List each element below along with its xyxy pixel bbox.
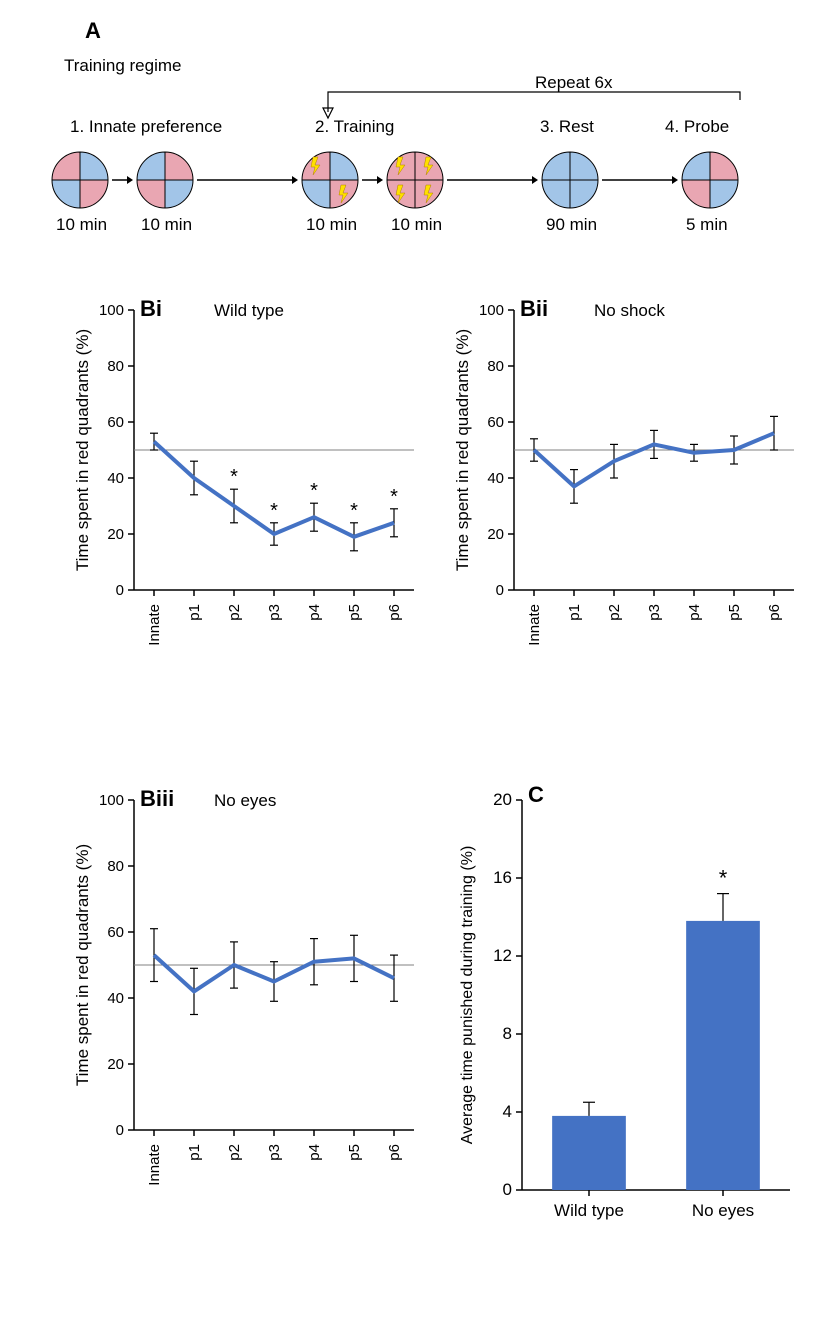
svg-text:10 min: 10 min [56,215,107,234]
svg-text:5 min: 5 min [686,215,728,234]
svg-text:10 min: 10 min [141,215,192,234]
svg-text:8: 8 [503,1024,512,1043]
svg-text:p5: p5 [346,604,363,621]
svg-text:4. Probe: 4. Probe [665,117,729,136]
svg-text:p4: p4 [306,1144,323,1161]
svg-text:Wild type: Wild type [554,1201,624,1220]
svg-text:0: 0 [116,582,124,599]
svg-text:C: C [528,782,544,807]
svg-text:Time spent in red quadrants (%: Time spent in red quadrants (%) [73,329,92,571]
svg-text:p3: p3 [266,604,283,621]
chart-bii: Bii No shock 0 20 40 60 80 100 Time spent in red… [444,280,804,710]
svg-text:16: 16 [493,868,512,887]
svg-text:Time spent in red quadrants (%: Time spent in red quadrants (%) [453,329,472,571]
svg-text:20: 20 [487,526,504,543]
svg-text:80: 80 [107,858,124,875]
svg-text:No shock: No shock [594,301,665,320]
svg-text:p1: p1 [186,604,203,621]
svg-text:Innate: Innate [146,1144,163,1186]
svg-text:Repeat 6x: Repeat 6x [535,73,613,92]
svg-text:p4: p4 [306,604,323,621]
svg-text:p1: p1 [566,604,583,621]
svg-text:40: 40 [487,470,504,487]
svg-text:No eyes: No eyes [214,791,276,810]
svg-text:Innate: Innate [526,604,543,646]
svg-text:p4: p4 [686,604,703,621]
svg-text:*: * [230,466,238,488]
svg-text:3. Rest: 3. Rest [540,117,594,136]
svg-text:40: 40 [107,470,124,487]
svg-text:60: 60 [107,414,124,431]
svg-text:40: 40 [107,990,124,1007]
svg-text:p2: p2 [226,604,243,621]
svg-text:*: * [390,486,398,508]
svg-text:100: 100 [99,792,124,809]
svg-text:No eyes: No eyes [692,1201,754,1220]
chart-biii: Biii No eyes 0 20 40 60 80 100 Time spent in red… [64,770,424,1250]
svg-text:Innate: Innate [146,604,163,646]
svg-text:p2: p2 [226,1144,243,1161]
chart-bi: Bi Wild type 0 20 40 60 80 100 Time spent in red… [64,280,424,710]
svg-text:p2: p2 [606,604,623,621]
svg-text:0: 0 [503,1180,512,1199]
figure-root: { "panelA": { "label": "A", "title": "Tr… [0,0,825,1338]
svg-text:p6: p6 [766,604,783,621]
svg-text:Wild type: Wild type [214,301,284,320]
panel-a-label: A [85,18,101,44]
svg-text:100: 100 [99,302,124,319]
svg-text:Average time punished during t: Average time punished during training (%… [459,846,476,1145]
svg-text:Bi: Bi [140,296,162,321]
svg-text:12: 12 [493,946,512,965]
svg-text:20: 20 [107,1056,124,1073]
svg-text:*: * [270,500,278,522]
svg-text:0: 0 [116,1122,124,1139]
svg-text:100: 100 [479,302,504,319]
svg-text:60: 60 [487,414,504,431]
svg-text:*: * [350,500,358,522]
svg-text:p6: p6 [386,604,403,621]
svg-text:Bii: Bii [520,296,548,321]
svg-text:*: * [310,480,318,502]
svg-text:2. Training: 2. Training [315,117,394,136]
svg-text:Biii: Biii [140,786,174,811]
svg-text:60: 60 [107,924,124,941]
svg-text:*: * [719,866,728,891]
svg-text:p6: p6 [386,1144,403,1161]
svg-text:10 min: 10 min [306,215,357,234]
chart-c: C 0 4 8 12 16 20 Average time punished during t… [444,770,804,1250]
svg-text:p5: p5 [726,604,743,621]
svg-text:20: 20 [107,526,124,543]
svg-text:80: 80 [487,358,504,375]
svg-text:p3: p3 [266,1144,283,1161]
svg-text:1. Innate preference: 1. Innate preference [70,117,222,136]
svg-text:p5: p5 [346,1144,363,1161]
svg-text:p3: p3 [646,604,663,621]
svg-text:0: 0 [496,582,504,599]
svg-text:4: 4 [503,1102,512,1121]
svg-text:90 min: 90 min [546,215,597,234]
svg-text:10 min: 10 min [391,215,442,234]
svg-text:20: 20 [493,790,512,809]
svg-text:p1: p1 [186,1144,203,1161]
svg-text:80: 80 [107,358,124,375]
svg-text:Time spent in red quadrants (%: Time spent in red quadrants (%) [73,844,92,1086]
panel-a-diagram: Repeat 6x 1. Innate preference 2. Training… [40,70,800,250]
